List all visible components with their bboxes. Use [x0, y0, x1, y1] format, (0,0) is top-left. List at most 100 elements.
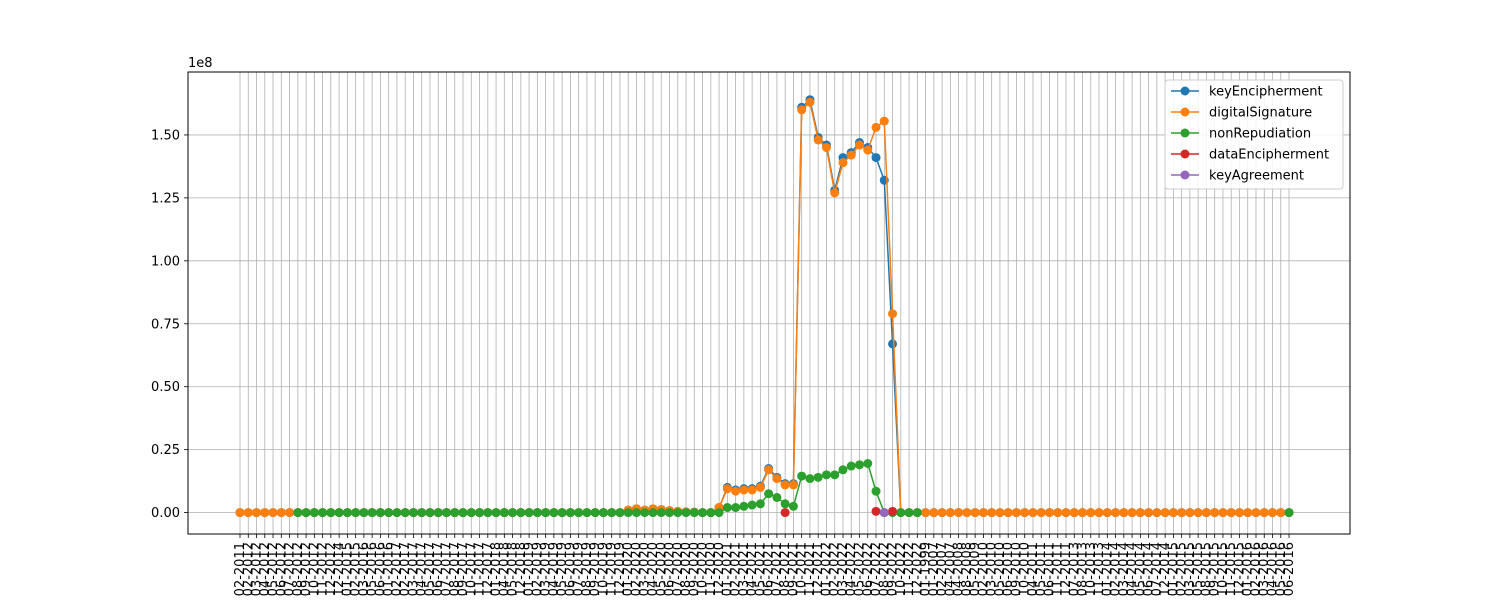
- data-point: [987, 508, 997, 518]
- data-point: [863, 145, 873, 155]
- x-tick-label: 05-2010: [993, 542, 1008, 596]
- data-point: [243, 508, 253, 518]
- x-tick-label: 11-2013: [1092, 542, 1107, 596]
- data-point: [326, 508, 336, 518]
- x-tick-label: 10-2022: [894, 542, 909, 596]
- x-tick-label: 07-2012: [283, 542, 298, 596]
- data-point: [1284, 508, 1294, 518]
- data-point: [1185, 508, 1195, 518]
- data-point: [285, 508, 295, 518]
- legend-box: [1164, 79, 1344, 190]
- data-point: [524, 508, 534, 518]
- x-tick-label: 07-2022: [869, 542, 884, 596]
- data-point: [1218, 508, 1228, 518]
- data-point: [879, 508, 889, 518]
- x-tick-label: 07-2013: [1067, 542, 1082, 596]
- data-point: [970, 508, 980, 518]
- x-tick-label: 07-2019: [572, 542, 587, 596]
- x-tick-label: 08-2015: [1199, 542, 1214, 596]
- x-tick-label: 06-2016: [373, 542, 388, 596]
- y-tick-label: 0.50: [151, 380, 180, 395]
- x-tick-label: 08-2020: [679, 542, 694, 596]
- data-point: [541, 508, 551, 518]
- data-point: [954, 508, 964, 518]
- data-point: [565, 508, 575, 518]
- y-tick-label: 0.75: [151, 317, 180, 332]
- legend-label: keyEncipherment: [1209, 85, 1323, 100]
- x-tick-label: 02-2020: [629, 542, 644, 596]
- x-tick-label: 06-2016: [1282, 542, 1297, 596]
- x-tick-label: 11-2019: [605, 542, 620, 596]
- x-tick-label: 08-2021: [778, 542, 793, 596]
- data-point: [631, 508, 641, 518]
- legend-label: nonRepudiation: [1209, 127, 1311, 142]
- x-tick-label: 02-2015: [349, 542, 364, 596]
- data-point: [433, 508, 443, 518]
- data-point: [607, 508, 617, 518]
- data-point: [408, 508, 418, 518]
- data-point: [1144, 508, 1154, 518]
- x-tick-label: 01-2019: [522, 542, 537, 596]
- data-point: [301, 508, 311, 518]
- data-point: [334, 508, 344, 518]
- x-tick-label: 09-2021: [786, 542, 801, 596]
- x-tick-label: 08-2022: [877, 542, 892, 596]
- data-point: [450, 508, 460, 518]
- data-point: [698, 508, 708, 518]
- x-tick-label: 01-2020: [621, 542, 636, 596]
- legend-label: dataEncipherment: [1209, 148, 1329, 163]
- x-tick-label: 11-2020: [704, 542, 719, 596]
- x-tick-label: 10-2017: [464, 542, 479, 596]
- data-point: [780, 508, 790, 518]
- data-point: [788, 501, 798, 511]
- data-point: [1086, 508, 1096, 518]
- x-tick-label: 03-2016: [1257, 542, 1272, 596]
- data-point: [598, 508, 608, 518]
- data-point: [871, 486, 881, 496]
- y-scale-label: 1e8: [188, 56, 213, 71]
- x-tick-label: 07-2017: [440, 542, 455, 596]
- data-point: [846, 150, 856, 160]
- x-tick-label: 09-2020: [687, 542, 702, 596]
- x-tick-label: 04-2018: [497, 542, 512, 596]
- x-tick-label: 06-2020: [663, 542, 678, 596]
- x-tick-label: 03-2022: [836, 542, 851, 596]
- data-point: [1210, 508, 1220, 518]
- x-tick-label: 04-2022: [844, 542, 859, 596]
- x-tick-label: 06-2022: [861, 542, 876, 596]
- data-point: [821, 143, 831, 153]
- data-point: [1193, 508, 1203, 518]
- data-point: [1020, 508, 1030, 518]
- data-point: [574, 508, 584, 518]
- data-point: [318, 508, 328, 518]
- x-tick-label: 11-2015: [1224, 542, 1239, 596]
- data-point: [772, 474, 782, 484]
- x-tick-label: 12-2018: [514, 542, 529, 596]
- data-point: [1011, 508, 1021, 518]
- y-tick-label: 0.00: [151, 506, 180, 521]
- data-point: [549, 508, 559, 518]
- x-tick-label: 12-2017: [481, 542, 496, 596]
- data-point: [731, 503, 741, 513]
- x-tick-label: 12-2011: [1059, 542, 1074, 596]
- data-point: [995, 508, 1005, 518]
- y-tick-label: 1.50: [151, 128, 180, 143]
- data-point: [896, 508, 906, 518]
- x-tick-label: 04-2017: [415, 542, 430, 596]
- y-tick-label: 1.25: [151, 191, 180, 206]
- data-point: [458, 508, 468, 518]
- data-point: [764, 489, 774, 499]
- legend-marker: [1180, 149, 1190, 159]
- x-tick-label: 05-2016: [365, 542, 380, 596]
- data-point: [722, 503, 732, 513]
- data-point: [689, 508, 699, 518]
- data-point: [499, 508, 509, 518]
- data-point: [706, 508, 716, 518]
- data-point: [871, 122, 881, 132]
- x-tick-label: 02-2007: [935, 542, 950, 596]
- x-tick-label: 04-2019: [547, 542, 562, 596]
- x-tick-label: 10-2013: [1084, 542, 1099, 596]
- x-tick-label: 07-2021: [770, 542, 785, 596]
- data-point: [367, 508, 377, 518]
